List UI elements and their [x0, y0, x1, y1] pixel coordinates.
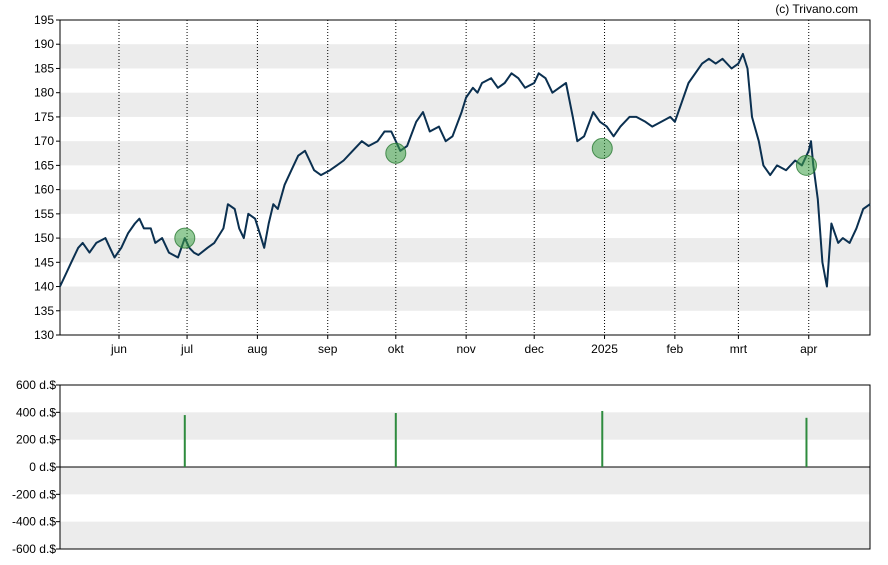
y-tick-label: 145 — [34, 255, 54, 269]
grid-band — [60, 286, 870, 311]
grid-band — [60, 238, 870, 263]
y-tick-label: 195 — [34, 13, 54, 27]
x-tick-label: aug — [247, 342, 267, 356]
y-tick-label: -400 d.$ — [12, 515, 56, 529]
dividend-panel: 600 d.$ 400 d.$ 200 d.$ 0 d.$ -200 d.$ -400 d… — [12, 378, 871, 556]
x-tick-label: jul — [180, 342, 193, 356]
x-tick-label: jun — [110, 342, 127, 356]
x-tick-label: dec — [525, 342, 544, 356]
y-tick-label: 150 — [34, 231, 54, 245]
x-tick-label: mrt — [730, 342, 748, 356]
dividend-marker — [174, 227, 196, 249]
y-tick-label: 185 — [34, 61, 54, 75]
credit-text: (c) Trivano.com — [775, 2, 858, 16]
y-tick-label: 165 — [34, 158, 54, 172]
x-tick-label: okt — [388, 342, 405, 356]
y-tick-label: 190 — [34, 37, 54, 51]
grid-band — [60, 521, 870, 549]
grid-band — [60, 44, 870, 69]
x-tick-label: sep — [318, 342, 338, 356]
y-tick-label: 180 — [34, 86, 54, 100]
plot-frame — [59, 384, 871, 550]
y-tick-label: 175 — [34, 110, 54, 124]
y-tick-label: 130 — [34, 328, 54, 342]
x-tick-label: 2025 — [591, 342, 618, 356]
grid-band — [60, 92, 870, 117]
price-panel: jun jul aug sep okt nov dec 2025 feb mrt apr 195 190… — [34, 13, 871, 356]
dividend-marker — [795, 154, 817, 176]
y-tick-label: 170 — [34, 134, 54, 148]
grid-band — [60, 467, 870, 495]
y-tick-label: 155 — [34, 207, 54, 221]
dividend-marker — [385, 142, 407, 164]
x-tick-label: nov — [456, 342, 475, 356]
plot-frame — [59, 19, 871, 336]
y-tick-label: 600 d.$ — [16, 378, 56, 392]
grid-band — [60, 141, 870, 166]
y-tick-label: 140 — [34, 280, 54, 294]
y-tick-label: 135 — [34, 304, 54, 318]
y-tick-label: 400 d.$ — [16, 405, 56, 419]
y-tick-label: -600 d.$ — [12, 542, 56, 556]
grid-band — [60, 412, 870, 440]
y-tick-label: -200 d.$ — [12, 487, 56, 501]
y-tick-label: 160 — [34, 183, 54, 197]
y-tick-label: 0 d.$ — [29, 460, 56, 474]
x-tick-label: apr — [800, 342, 817, 356]
x-tick-label: feb — [667, 342, 684, 356]
y-tick-label: 200 d.$ — [16, 433, 56, 447]
dividend-marker — [591, 137, 613, 159]
grid-band — [60, 189, 870, 214]
